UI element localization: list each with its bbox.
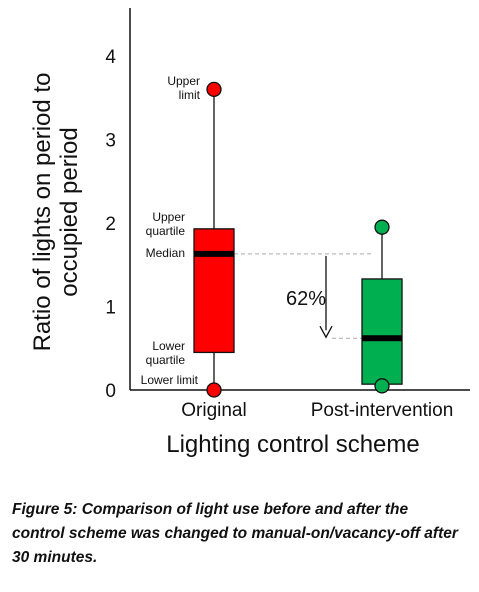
x-tick-labels: Original Post-intervention (181, 400, 453, 421)
annotations: UpperlimitUpperquartileMedianLowerquarti… (141, 74, 333, 387)
figure-caption: Figure 5: Comparison of light use before… (12, 501, 458, 566)
y-axis-title-line: occupied period (56, 127, 83, 296)
y-tick-label: 1 (105, 298, 116, 319)
boxes (193, 81, 403, 398)
box-post-intervention (361, 219, 403, 394)
annotation-upper-quartile: Upper (152, 210, 185, 224)
y-axis-title-group: Ratio of lights on period to occupied per… (29, 73, 83, 352)
box-plot-chart: Ratio of lights on period to occupied per… (29, 8, 470, 458)
x-tick-label: Original (181, 400, 246, 421)
annotation-median: Median (146, 246, 185, 260)
y-axis-title-line: Ratio of lights on period to (29, 73, 56, 352)
iqr-box (361, 278, 403, 385)
max-marker (206, 81, 222, 98)
median-guide-lines (234, 253, 374, 339)
annotation-upper-quartile: quartile (146, 224, 186, 238)
box-original (193, 81, 235, 398)
annotation-lower-quartile: quartile (146, 353, 186, 367)
annotation-lower-limit: Lower limit (141, 373, 199, 387)
x-axis-title: Lighting control scheme (166, 431, 419, 458)
annotation-lower-quartile: Lower (152, 339, 185, 353)
y-tick-label: 2 (105, 214, 116, 235)
min-marker (206, 382, 222, 398)
reduction-arrow-head (319, 325, 333, 339)
annotation-reduction: 62% (286, 288, 326, 310)
min-marker (374, 378, 390, 394)
y-tick-label: 3 (105, 131, 116, 152)
x-tick-label: Post-intervention (311, 400, 454, 421)
y-tick-labels: 0 1 2 3 4 (105, 47, 116, 402)
y-tick-label: 4 (105, 47, 116, 68)
annotation-upper-limit: Upper (167, 74, 200, 88)
axes (129, 8, 470, 391)
y-tick-label: 0 (105, 381, 116, 402)
annotation-upper-limit: limit (179, 88, 201, 102)
y-axis-title: Ratio of lights on period to occupied per… (29, 73, 83, 352)
max-marker (374, 219, 390, 235)
iqr-box (193, 228, 235, 354)
